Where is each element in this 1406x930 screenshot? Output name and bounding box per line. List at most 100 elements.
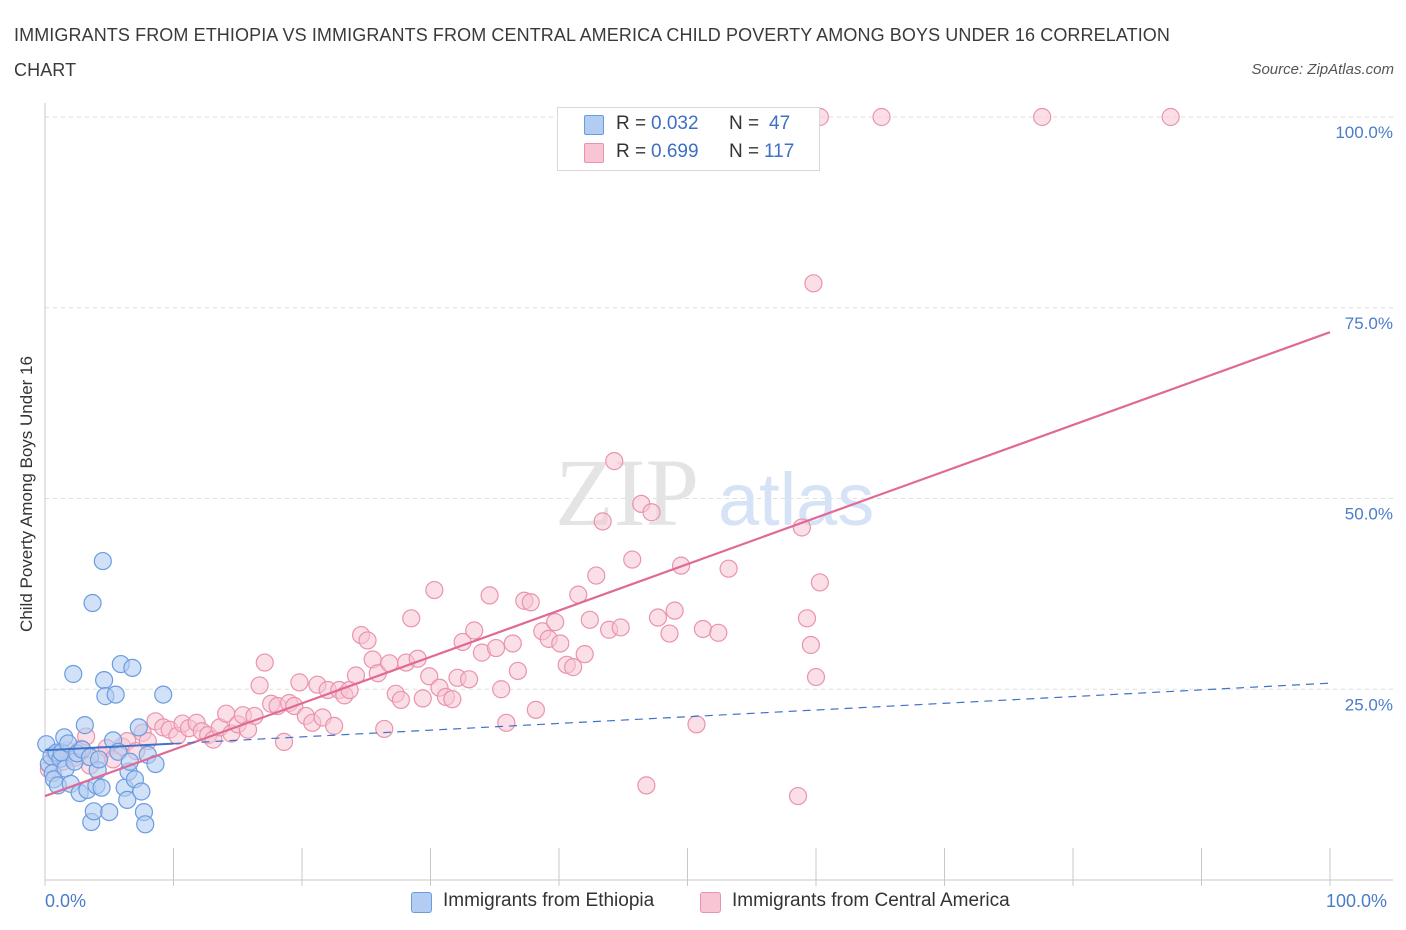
data-point-central-america bbox=[402, 609, 421, 628]
n-label: N = bbox=[729, 113, 760, 134]
data-point-ethiopia bbox=[100, 802, 119, 822]
r-label: R = bbox=[616, 141, 647, 162]
data-point-central-america bbox=[551, 634, 570, 653]
series-central-america-points bbox=[39, 107, 1180, 806]
data-point-central-america bbox=[587, 566, 606, 585]
data-point-central-america bbox=[526, 700, 545, 719]
ethiopia-swatch bbox=[411, 892, 432, 913]
r-label: R = bbox=[616, 113, 647, 134]
n-label: N = bbox=[729, 141, 760, 162]
correlation-legend: R = 0.032 N = 47 R = 0.699 N = 117 bbox=[557, 107, 820, 171]
data-point-central-america bbox=[810, 573, 829, 592]
data-point-central-america bbox=[497, 713, 516, 732]
data-point-ethiopia bbox=[136, 815, 155, 834]
data-point-ethiopia bbox=[123, 658, 142, 677]
data-point-central-america bbox=[665, 601, 684, 620]
data-point-central-america bbox=[804, 274, 823, 293]
gridlines bbox=[45, 116, 1393, 690]
data-point-central-america bbox=[872, 107, 891, 127]
central-america-swatch bbox=[584, 143, 604, 163]
data-point-central-america bbox=[797, 609, 817, 628]
data-point-central-america bbox=[580, 610, 599, 629]
r-value-ethiopia: 0.032 bbox=[651, 113, 699, 134]
r-value-central-america: 0.699 bbox=[651, 141, 699, 162]
data-point-central-america bbox=[375, 719, 394, 739]
data-point-ethiopia bbox=[95, 670, 114, 690]
data-point-ethiopia bbox=[64, 664, 83, 684]
data-point-central-america bbox=[413, 689, 432, 708]
data-point-central-america bbox=[605, 452, 624, 471]
data-point-central-america bbox=[508, 661, 527, 681]
data-point-ethiopia bbox=[106, 685, 125, 704]
data-point-central-america bbox=[459, 670, 479, 689]
data-point-central-america bbox=[465, 621, 484, 640]
data-point-central-america bbox=[1161, 107, 1180, 127]
trend-line-central-america bbox=[44, 331, 1331, 798]
legend-label-central-america: Immigrants from Central America bbox=[732, 890, 1010, 911]
data-point-central-america bbox=[546, 613, 565, 632]
data-point-central-america bbox=[693, 619, 713, 639]
data-point-central-america bbox=[719, 559, 738, 578]
chart-title: IMMIGRANTS FROM ETHIOPIA VS IMMIGRANTS F… bbox=[14, 25, 1170, 80]
data-point-central-america bbox=[255, 653, 274, 672]
legend-label-ethiopia: Immigrants from Ethiopia bbox=[443, 890, 655, 911]
central-america-swatch bbox=[700, 892, 721, 913]
ethiopia-swatch bbox=[584, 115, 604, 135]
data-point-central-america bbox=[564, 658, 583, 677]
data-point-central-america bbox=[623, 550, 642, 569]
data-point-central-america bbox=[611, 618, 630, 637]
data-point-central-america bbox=[637, 776, 656, 795]
y-tick-label: 100.0% bbox=[1335, 123, 1393, 142]
data-point-central-america bbox=[709, 623, 728, 642]
data-point-central-america bbox=[503, 634, 522, 653]
data-point-ethiopia bbox=[129, 718, 148, 737]
data-point-central-america bbox=[443, 690, 462, 709]
data-point-ethiopia bbox=[89, 750, 109, 769]
data-point-central-america bbox=[245, 706, 264, 726]
data-point-central-america bbox=[425, 580, 444, 600]
data-point-ethiopia bbox=[154, 685, 173, 704]
legend-row-central-america: R = 0.699 N = 117 bbox=[584, 138, 814, 166]
data-point-ethiopia bbox=[118, 790, 137, 809]
n-value-central-america: 117 bbox=[764, 141, 795, 162]
data-point-central-america bbox=[660, 624, 679, 643]
trend-line-ethiopia-dashed bbox=[173, 682, 1331, 745]
legend-row-ethiopia: R = 0.032 N = 47 bbox=[584, 110, 814, 138]
data-point-ethiopia bbox=[93, 551, 112, 571]
data-point-central-america bbox=[521, 593, 540, 612]
data-point-central-america bbox=[575, 645, 594, 664]
data-point-central-america bbox=[648, 608, 668, 627]
data-point-central-america bbox=[274, 732, 294, 751]
data-point-central-america bbox=[290, 673, 309, 692]
data-point-ethiopia bbox=[92, 778, 111, 797]
data-point-central-america bbox=[325, 716, 344, 735]
data-point-ethiopia bbox=[132, 782, 151, 801]
data-point-central-america bbox=[806, 667, 826, 687]
data-point-central-america bbox=[480, 586, 499, 605]
data-point-central-america bbox=[801, 635, 820, 655]
x-tick-min: 0.0% bbox=[45, 891, 87, 911]
y-tick-label: 50.0% bbox=[1345, 505, 1393, 524]
n-value-ethiopia: 47 bbox=[769, 113, 791, 134]
x-tick-max: 100.0% bbox=[1326, 891, 1388, 911]
data-point-central-america bbox=[687, 715, 706, 734]
data-point-central-america bbox=[593, 512, 612, 531]
data-point-central-america bbox=[492, 680, 511, 699]
data-point-central-america bbox=[1033, 107, 1052, 127]
data-point-central-america bbox=[788, 786, 808, 806]
y-tick-labels: 25.0% 50.0% 75.0% 100.0% bbox=[1335, 123, 1393, 714]
data-point-central-america bbox=[486, 638, 506, 658]
data-point-central-america bbox=[420, 667, 439, 686]
data-point-central-america bbox=[642, 503, 661, 522]
data-point-central-america bbox=[250, 676, 269, 695]
trend-line-ethiopia-solid bbox=[44, 742, 174, 752]
trend-lines bbox=[44, 331, 1331, 798]
data-point-ethiopia bbox=[83, 593, 102, 613]
data-point-ethiopia bbox=[84, 802, 103, 821]
y-tick-label: 25.0% bbox=[1345, 695, 1393, 714]
data-point-central-america bbox=[358, 631, 377, 650]
y-tick-label: 75.0% bbox=[1345, 314, 1393, 333]
data-point-ethiopia bbox=[75, 716, 94, 735]
source-credit: Source: ZipAtlas.com bbox=[1251, 61, 1394, 78]
